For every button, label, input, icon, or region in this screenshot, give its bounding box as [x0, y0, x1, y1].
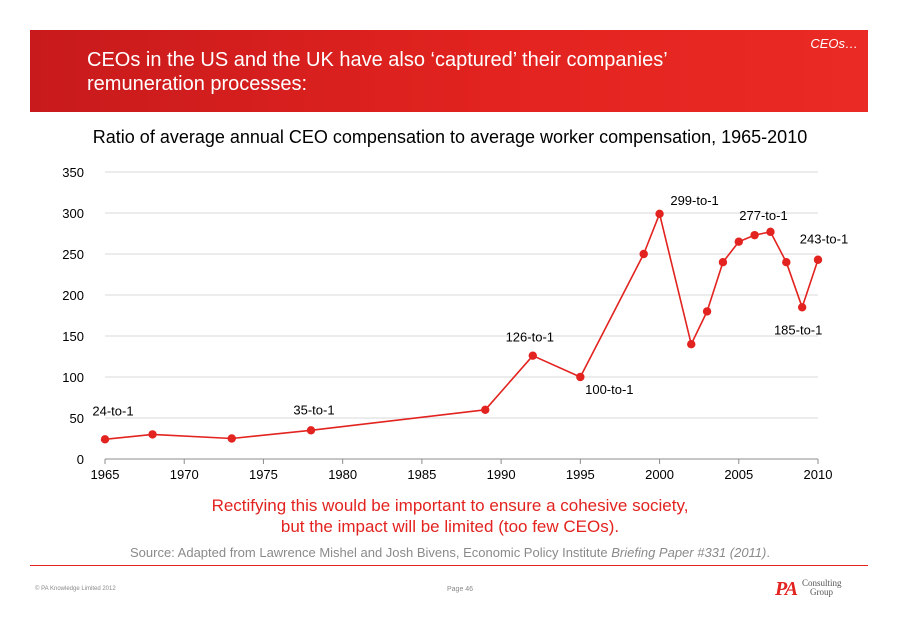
data-label-100-to-1: 100-to-1 — [585, 382, 633, 397]
x-tick-label-1980: 1980 — [328, 467, 357, 482]
x-tick-label-1990: 1990 — [487, 467, 516, 482]
copyright: © PA Knowledge Limited 2012 — [35, 586, 116, 592]
logo-word-2: Group — [810, 587, 833, 597]
data-point-1965 — [100, 435, 110, 444]
x-tick-label-1970: 1970 — [170, 467, 199, 482]
data-point-2004 — [718, 258, 728, 267]
data-label-35-to-1: 35-to-1 — [293, 402, 334, 417]
data-point-1968 — [148, 430, 157, 439]
data-point-2008 — [782, 258, 791, 267]
conclusion-line-1: Rectifying this would be important to en… — [211, 496, 689, 515]
data-point-1989 — [481, 405, 490, 414]
y-tick-label-0: 0 — [77, 452, 84, 467]
page-number: Page 46 — [447, 586, 474, 593]
y-tick-label-250: 250 — [62, 247, 84, 262]
data-point-2010 — [813, 255, 823, 264]
data-label-24-to-1: 24-to-1 — [92, 403, 133, 418]
logo-mark: PA — [775, 578, 798, 600]
data-point-1999 — [639, 249, 648, 259]
data-point-2006 — [750, 230, 759, 240]
y-tick-label-300: 300 — [62, 206, 84, 221]
data-label-243-to-1: 243-to-1 — [800, 232, 848, 247]
pa-consulting-logo: PA Consulting Group — [775, 578, 855, 600]
data-point-1973 — [227, 434, 236, 443]
footer-divider — [30, 565, 868, 566]
source-note: Source: Adapted from Lawrence Mishel and… — [0, 545, 900, 560]
data-label-299-to-1: 299-to-1 — [670, 193, 718, 208]
data-point-1995 — [576, 372, 585, 382]
x-tick-label-1965: 1965 — [91, 467, 120, 482]
conclusion-line-2: but the impact will be limited (too few … — [280, 517, 620, 536]
data-point-2002 — [687, 340, 696, 349]
y-tick-label-350: 350 — [62, 165, 84, 180]
x-tick-label-1975: 1975 — [249, 467, 278, 482]
y-tick-label-200: 200 — [62, 288, 84, 303]
x-tick-label-2005: 2005 — [724, 467, 753, 482]
x-tick-label-1985: 1985 — [407, 467, 436, 482]
y-tick-label-50: 50 — [70, 411, 84, 426]
data-label-277-to-1: 277-to-1 — [739, 208, 787, 223]
line-chart: 0 50 100 150 200 250 300 350 1965 1970 1975 1980 198… — [62, 165, 848, 482]
source-suffix: . — [766, 545, 770, 560]
source-publication: Briefing Paper #331 (2011) — [611, 545, 767, 560]
data-point-2005 — [734, 237, 743, 246]
conclusion-text: Rectifying this would be important to en… — [0, 495, 900, 537]
data-label-185-to-1: 185-to-1 — [774, 322, 822, 337]
header-banner: CEOs in the US and the UK have also ‘cap… — [30, 30, 868, 112]
data-point-1992 — [528, 351, 537, 360]
chart-title: Ratio of average annual CEO compensation… — [92, 127, 808, 147]
data-label-126-to-1: 126-to-1 — [506, 330, 554, 345]
x-tick-label-2000: 2000 — [645, 467, 674, 482]
data-point-2007 — [766, 227, 775, 237]
data-point-2003 — [702, 307, 712, 316]
section-tag: CEOs… — [810, 36, 858, 51]
y-tick-label-150: 150 — [62, 329, 84, 344]
x-tick-label-2010: 2010 — [804, 467, 833, 482]
source-prefix: Source: Adapted from Lawrence Mishel and… — [129, 545, 612, 560]
x-tick-label-1995: 1995 — [566, 467, 595, 482]
series-line-0 — [104, 213, 819, 441]
data-point-2009 — [797, 303, 807, 312]
data-point-1978 — [306, 426, 316, 435]
y-tick-label-100: 100 — [62, 370, 84, 385]
data-point-2000 — [655, 209, 664, 219]
logo-word-1: Consulting — [802, 578, 842, 588]
slide-title: CEOs in the US and the UK have also ‘cap… — [87, 49, 667, 95]
